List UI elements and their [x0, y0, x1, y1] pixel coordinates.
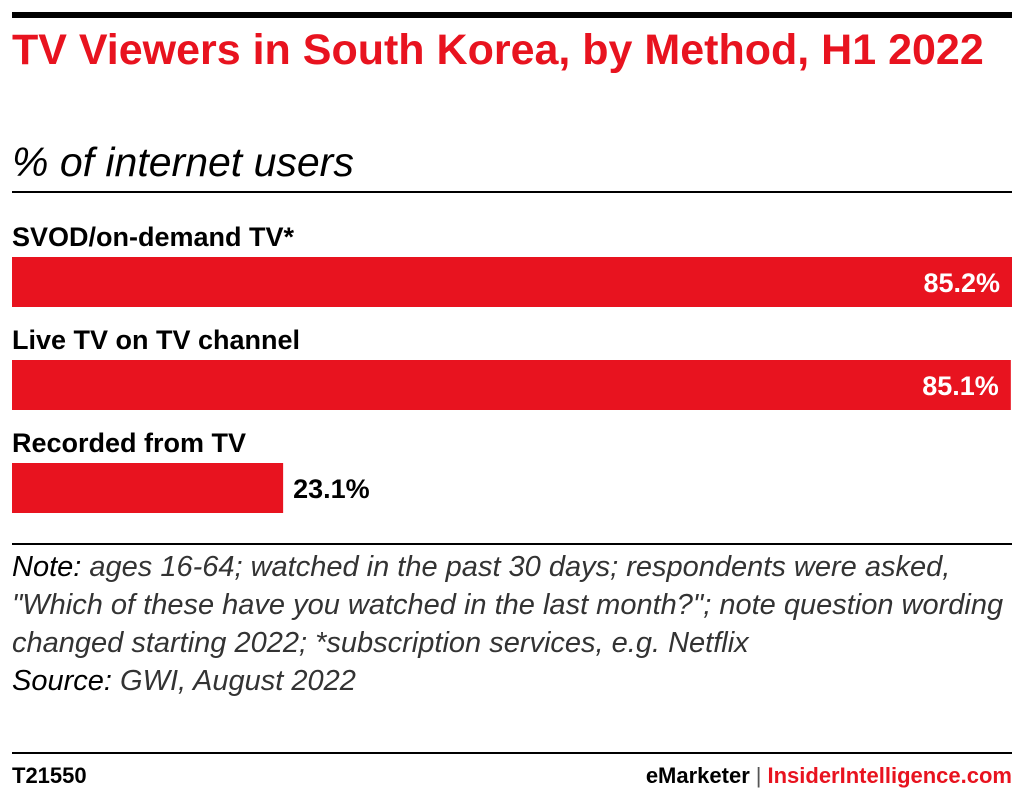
top-rule: [12, 12, 1012, 18]
bar: [12, 463, 284, 513]
value-label: 23.1%: [293, 474, 370, 504]
bar: [12, 360, 1011, 410]
chart-subtitle: % of internet users: [12, 139, 354, 185]
value-label: 85.1%: [922, 371, 999, 401]
chart-id: T21550: [12, 763, 87, 788]
footer-brand: eMarketer | InsiderIntelligence.com: [646, 763, 1012, 789]
bar-chart: SVOD/on-demand TV* 85.2% Live TV on TV cha…: [12, 200, 1012, 530]
source-label: Source:: [12, 665, 112, 697]
category-label: Recorded from TV: [12, 428, 246, 458]
category-label: Live TV on TV channel: [12, 325, 300, 355]
category-label: SVOD/on-demand TV*: [12, 222, 295, 252]
bar: [12, 257, 1012, 307]
brand-separator: |: [755, 763, 762, 788]
brand-insider-intelligence: InsiderIntelligence.com: [767, 763, 1012, 788]
note-label: Note:: [12, 551, 82, 583]
title-divider: [12, 191, 1012, 193]
chart-title: TV Viewers in South Korea, by Method, H1…: [12, 26, 984, 74]
value-label: 85.2%: [923, 268, 1000, 298]
brand-emarketer: eMarketer: [645, 763, 750, 788]
notes-divider: [12, 543, 1012, 545]
source-text: GWI, August 2022: [111, 665, 356, 697]
footer-divider: [12, 752, 1012, 754]
note-text: ages 16-64; watched in the past 30 days;…: [12, 551, 1004, 659]
chart-note: Note: ages 16-64; watched in the past 30…: [12, 548, 1012, 700]
bar-chart-svg: SVOD/on-demand TV* 85.2% Live TV on TV cha…: [12, 222, 1012, 513]
